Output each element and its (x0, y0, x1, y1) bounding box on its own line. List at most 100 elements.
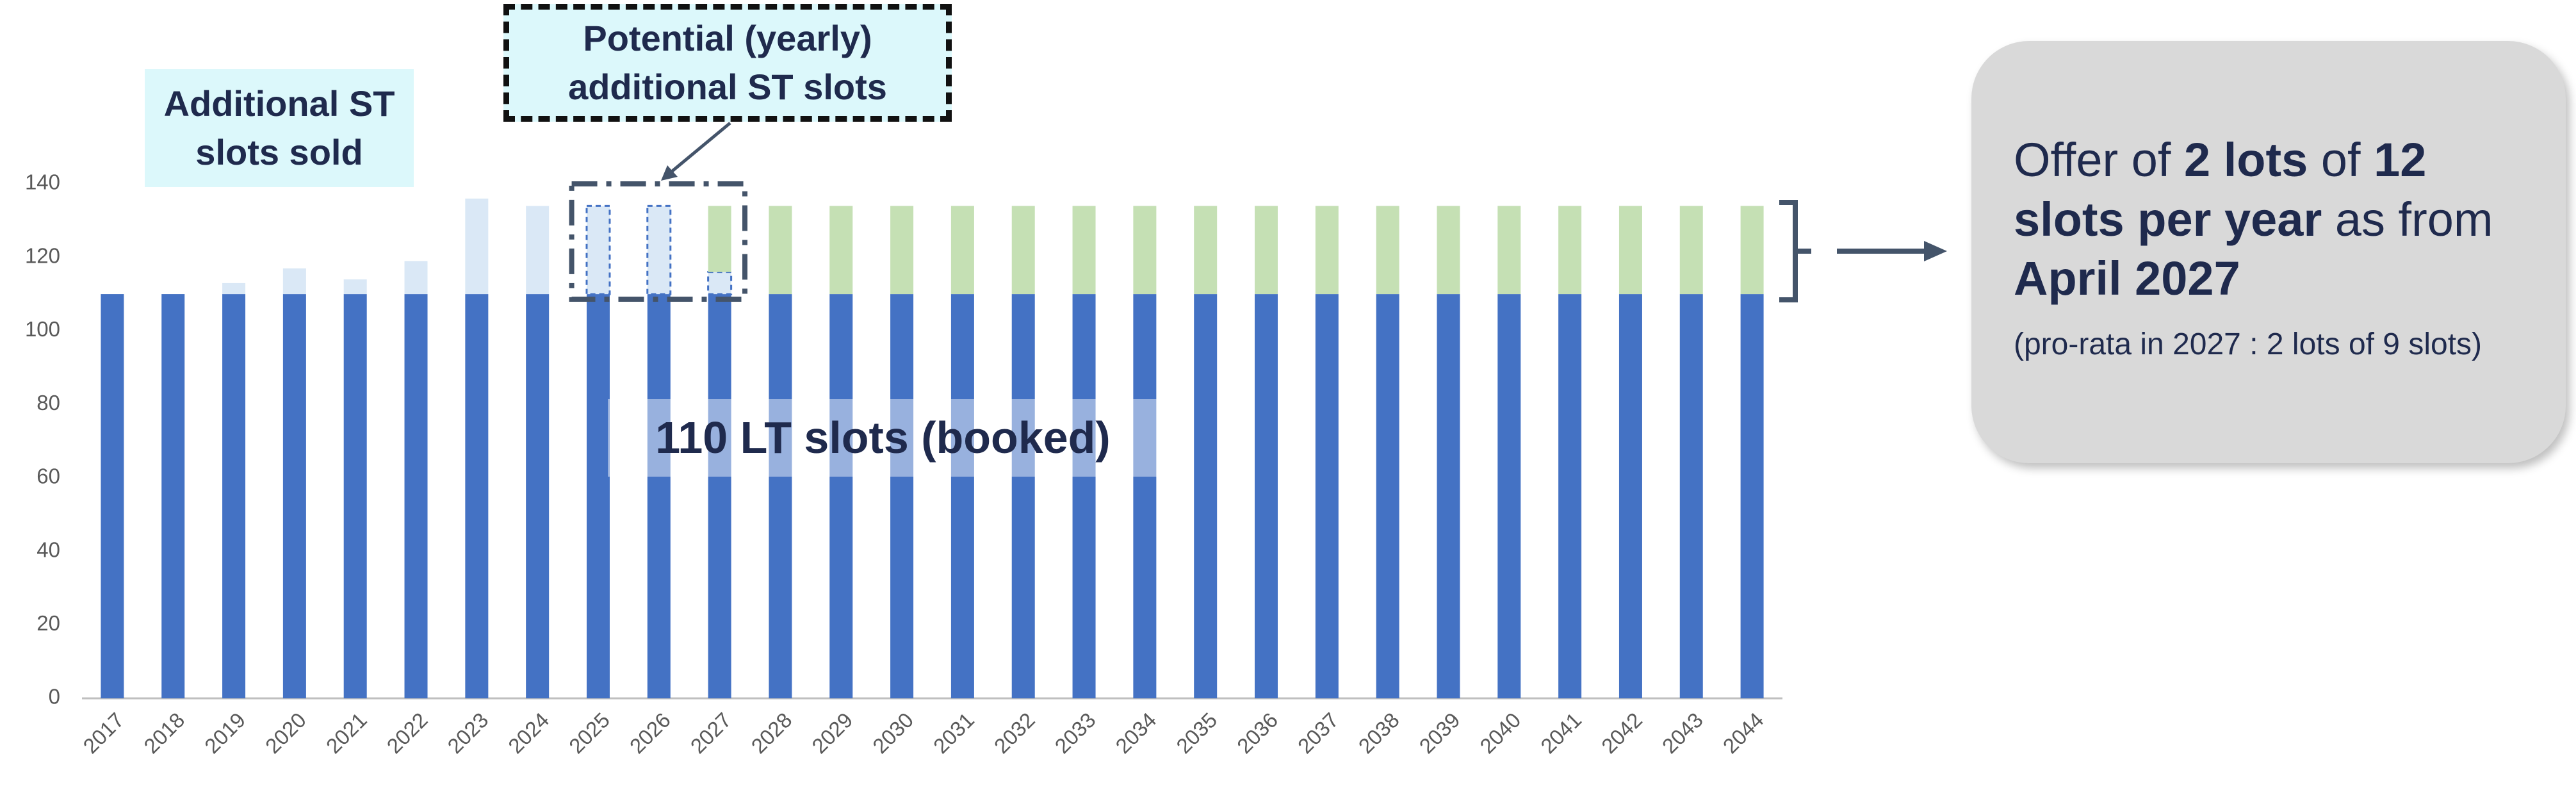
bar-segment (161, 294, 185, 699)
bar-segment (1740, 294, 1764, 699)
bar-segment (1376, 206, 1399, 295)
bar-segment (1437, 294, 1460, 699)
bar-segment (950, 294, 974, 699)
offer-part: of (2308, 133, 2374, 186)
x-tick-label: 2023 (443, 708, 493, 758)
bar-segment (282, 268, 306, 295)
bracket (1779, 200, 1811, 302)
y-tick-label: 120 (25, 243, 60, 267)
bar-segment (950, 206, 974, 295)
bar-segment (890, 294, 914, 699)
x-tick-label: 2028 (746, 708, 796, 758)
bar-segment (222, 283, 246, 295)
bar-segment (646, 204, 672, 295)
bar-segment (769, 206, 792, 295)
bar-segment (1011, 294, 1035, 699)
bar-segment (1255, 294, 1278, 699)
x-tick-label: 2020 (261, 708, 311, 758)
x-tick-label: 2018 (139, 708, 189, 758)
offer-part: April 2027 (2014, 252, 2240, 305)
bar-segment (585, 204, 611, 295)
y-tick-label: 80 (37, 391, 60, 415)
y-tick-label: 100 (25, 317, 60, 341)
x-tick-label: 2042 (1597, 708, 1647, 758)
bar-segment (1679, 206, 1703, 295)
x-tick-label: 2029 (807, 708, 857, 758)
bar-segment (282, 294, 306, 699)
x-tick-label: 2040 (1475, 708, 1525, 758)
bar-segment (1618, 206, 1642, 295)
bar-segment (1194, 206, 1218, 295)
bar-segment (1133, 206, 1157, 295)
bar-segment (1376, 294, 1399, 699)
bar-segment (526, 206, 550, 295)
x-tick-label: 2031 (929, 708, 979, 758)
x-tick-label: 2021 (322, 708, 371, 758)
offer-part: Offer of (2014, 133, 2184, 186)
y-tick-label: 0 (49, 685, 60, 709)
callout-arrow (669, 122, 731, 174)
x-tick-label: 2041 (1536, 708, 1586, 758)
bar-segment (586, 294, 610, 699)
bar-segment (1437, 206, 1460, 295)
bar-segment (1072, 206, 1096, 295)
bar-segment (1618, 294, 1642, 699)
bar-segment (1072, 294, 1096, 699)
decorations (661, 122, 1947, 302)
offer-box: Offer of 2 lots of 12 slots per year as … (1971, 41, 2566, 463)
y-tick-label: 40 (37, 538, 60, 561)
bar-segment (829, 294, 853, 699)
offer-part: 2 lots (2183, 133, 2308, 186)
x-tick-label: 2032 (990, 708, 1039, 758)
x-tick-label: 2033 (1050, 708, 1100, 758)
bar-segment (1558, 206, 1582, 295)
bar-segment (526, 294, 550, 699)
x-tick-label: 2036 (1232, 708, 1282, 758)
sold-callout: Additional ST slots sold (145, 69, 414, 187)
bar-segment (707, 271, 733, 295)
bar-segment (1255, 206, 1278, 295)
x-tick-label: 2034 (1111, 708, 1161, 758)
x-tick-label: 2043 (1658, 708, 1708, 758)
offer-part: 12 slots per year (2014, 133, 2427, 246)
bar-segment (343, 279, 367, 295)
x-tick-label: 2025 (564, 708, 614, 758)
x-tick-label: 2017 (78, 708, 128, 758)
bar-segment (1558, 294, 1582, 699)
bar-segment (708, 294, 731, 699)
x-tick-label: 2022 (382, 708, 432, 758)
bar-segment (343, 294, 367, 699)
lt-label: 110 LT slots (booked) (608, 399, 1158, 477)
bar-segment (1497, 206, 1521, 295)
bar-segment (1679, 294, 1703, 699)
y-tick-label: 140 (25, 170, 60, 194)
bar-segment (465, 198, 489, 295)
arrow-head (1924, 241, 1947, 261)
potential-callout: Potential (yearly) additional ST slots (503, 4, 952, 122)
bar-segment (465, 294, 489, 699)
bar-segment (1740, 206, 1764, 295)
bar-segment (1497, 294, 1521, 699)
x-tick-label: 2037 (1293, 708, 1343, 758)
bar-segment (1194, 294, 1218, 699)
bar-segment (222, 294, 246, 699)
bar-segment (1315, 206, 1339, 295)
offer-text: Offer of 2 lots of 12 slots per year as … (2014, 131, 2540, 309)
offer-part: as from (2322, 192, 2493, 246)
bar-segment (708, 206, 731, 272)
x-tick-label: 2027 (686, 708, 736, 758)
x-tick-label: 2038 (1354, 708, 1404, 758)
highlight-box (569, 181, 748, 302)
x-tick-label: 2030 (868, 708, 918, 758)
x-tick-label: 2026 (625, 708, 675, 758)
bar-segment (1315, 294, 1339, 699)
x-tick-label: 2024 (503, 708, 553, 758)
bar-segment (101, 294, 124, 699)
bar-segment (829, 206, 853, 295)
y-tick-label: 60 (37, 464, 60, 488)
x-tick-label: 2039 (1415, 708, 1465, 758)
offer-note: (pro-rata in 2027 : 2 lots of 9 slots) (2014, 327, 2482, 361)
x-tick-label: 2035 (1171, 708, 1221, 758)
